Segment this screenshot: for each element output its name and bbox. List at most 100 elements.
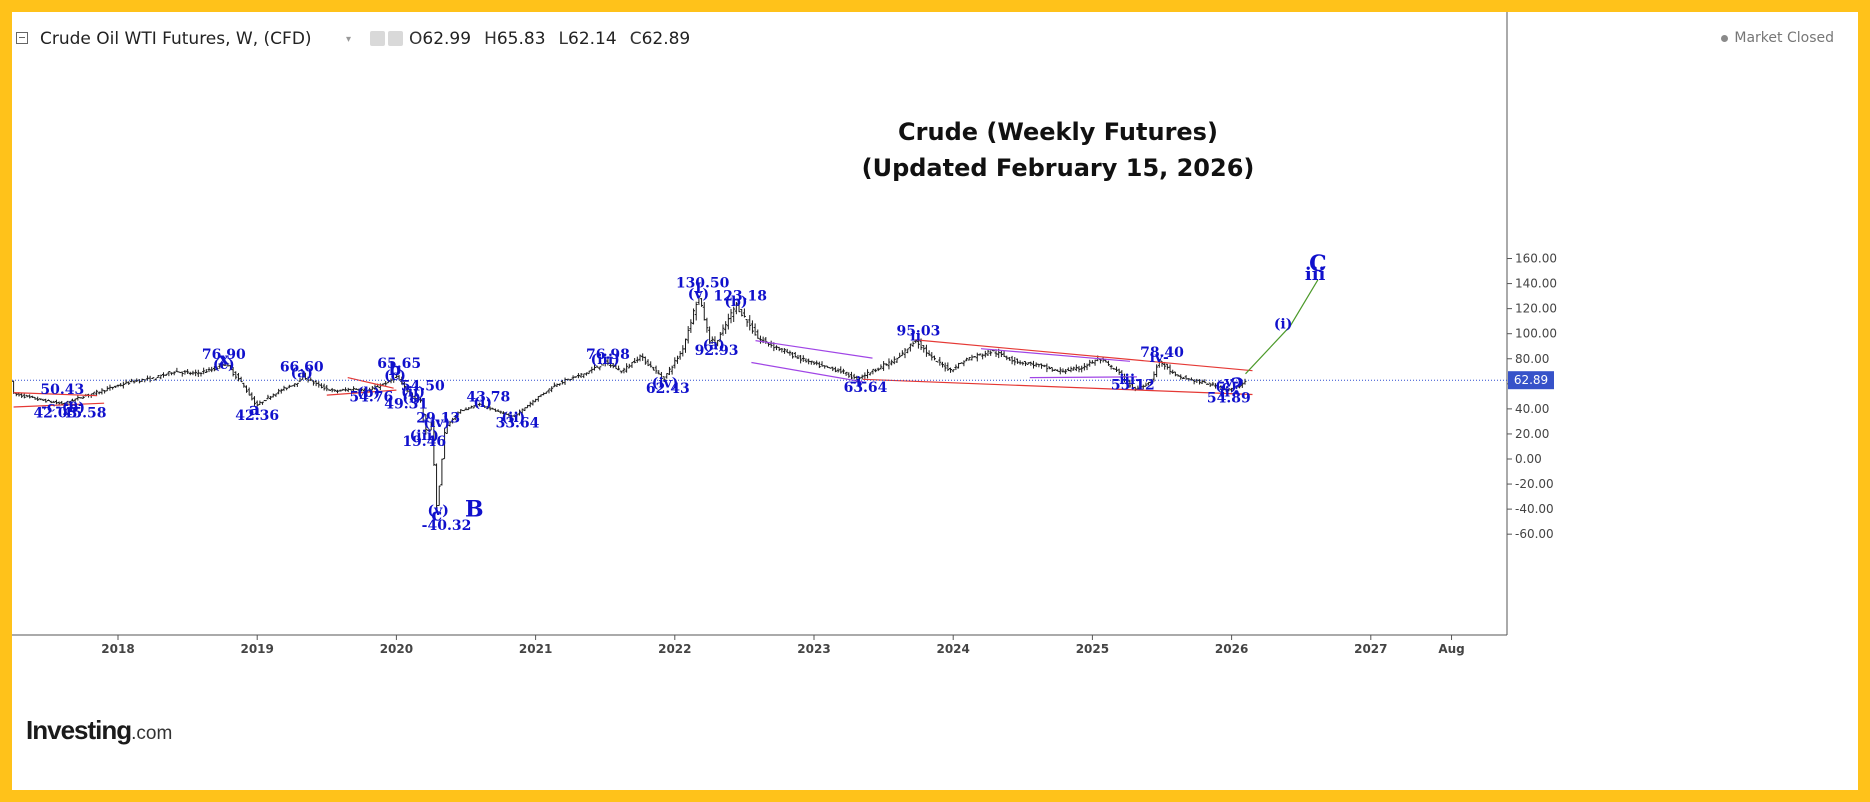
- x-tick-label: 2022: [658, 642, 691, 656]
- x-tick-label: 2027: [1354, 642, 1387, 656]
- symbol-title[interactable]: Crude Oil WTI Futures, W, (CFD): [40, 29, 312, 49]
- wave-label: (v): [427, 503, 448, 519]
- purple-trendline: [755, 340, 873, 359]
- wave-label: 54.76: [349, 389, 393, 405]
- wave-label: ?: [1231, 374, 1244, 400]
- collapse-icon[interactable]: [16, 32, 28, 44]
- wave-label: (ii): [501, 410, 525, 426]
- wave-label: 54.89: [1207, 391, 1251, 407]
- market-status: Market Closed: [1721, 30, 1834, 46]
- wave-label: (b): [725, 294, 748, 310]
- wave-label: 78.40: [1140, 345, 1184, 361]
- wave-label: -c-: [41, 399, 61, 415]
- wave-label: B: [465, 497, 484, 523]
- x-tick-label: Aug: [1438, 642, 1464, 656]
- investing-logo: Investing.com: [26, 715, 172, 746]
- current-price-line: 62.89: [12, 371, 1554, 390]
- wave-label: (a): [291, 366, 313, 382]
- y-tick-label: 160.00: [1515, 252, 1557, 266]
- wave-label: 65.65: [377, 356, 421, 372]
- wave-label: -iii-: [1113, 372, 1141, 388]
- wave-label: 50.43: [40, 382, 84, 398]
- wave-label: 29.13: [416, 411, 460, 427]
- wave-label: I: [695, 281, 702, 297]
- y-tick-label: 80.00: [1515, 352, 1549, 366]
- wave-label: iv-: [1150, 350, 1169, 366]
- x-tick-label: 2020: [380, 642, 413, 656]
- x-tick-label: 2018: [101, 642, 134, 656]
- red-trendline: [13, 402, 105, 408]
- red-trendline: [915, 339, 1253, 372]
- logo-main-text: Investing: [26, 715, 132, 745]
- wave-label: x: [218, 348, 229, 369]
- wave-label: C: [1309, 251, 1327, 277]
- wave-label: 33.64: [496, 416, 540, 432]
- settings-icon[interactable]: [370, 31, 385, 46]
- x-tick-label: 2024: [936, 642, 969, 656]
- ohlc-readout: O62.99 H65.83 L62.14 C62.89: [409, 29, 690, 49]
- low-value: 62.14: [568, 29, 617, 49]
- wave-label: -v-: [1219, 374, 1239, 390]
- close-label: C: [629, 29, 642, 49]
- wave-label: 43.78: [466, 389, 510, 405]
- wave-label: 76.98: [586, 347, 630, 363]
- trendlines: [13, 279, 1319, 408]
- green-trendline: [1245, 279, 1319, 375]
- y-tick-label: 120.00: [1515, 302, 1557, 316]
- wave-label: -i-: [850, 374, 867, 390]
- high-value: 65.83: [496, 29, 546, 49]
- red-trendline: [862, 378, 1253, 396]
- wave-label: 130.50: [676, 275, 730, 291]
- wave-label: c: [431, 504, 442, 525]
- wave-label: 66.60: [280, 359, 324, 375]
- y-tick-label: 20.00: [1515, 427, 1549, 441]
- x-tick-label: 2019: [240, 642, 273, 656]
- wave-label: 63.64: [844, 380, 888, 396]
- chevron-down-icon[interactable]: ▾: [346, 34, 352, 45]
- purple-trendline: [980, 348, 1131, 362]
- wave-label: 123.18: [713, 288, 767, 304]
- wave-label: (c): [1215, 379, 1237, 395]
- wave-label: iii: [1305, 264, 1326, 285]
- wave-label: a: [249, 399, 261, 420]
- red-trendline: [13, 392, 98, 397]
- y-tick-label: -60.00: [1515, 527, 1554, 541]
- wave-label: 62.43: [646, 381, 690, 397]
- x-tick-label: 2023: [797, 642, 830, 656]
- y-tick-label: 100.00: [1515, 327, 1557, 341]
- wave-label: (iii): [591, 352, 620, 368]
- wave-label: (b): [357, 385, 380, 401]
- x-tick-label: 2021: [519, 642, 552, 656]
- gear-icon[interactable]: [388, 31, 403, 46]
- wave-label: (i): [402, 391, 421, 407]
- wave-label: (ii): [401, 384, 425, 400]
- wave-label: 54.50: [401, 379, 445, 395]
- wave-label: 76.90: [202, 347, 246, 363]
- wave-label: (c): [213, 357, 235, 373]
- low-label: L: [558, 29, 569, 49]
- wave-label: 95.03: [896, 324, 940, 340]
- red-trendline: [347, 377, 394, 389]
- axes: 160.00140.00120.00100.0080.0060.0040.002…: [12, 12, 1557, 656]
- wave-label: (i): [1274, 317, 1293, 333]
- wave-label: 55.12: [1111, 377, 1155, 393]
- status-dot-icon: [1721, 34, 1729, 42]
- chart-panel: 160.00140.00120.00100.0080.0060.0040.002…: [12, 12, 1858, 790]
- wave-label: (a): [703, 337, 725, 353]
- wave-label: 45.58: [63, 406, 107, 422]
- chart-svg: 160.00140.00120.00100.0080.0060.0040.002…: [12, 12, 1557, 656]
- y-tick-label: 40.00: [1515, 402, 1549, 416]
- x-tick-label: 2025: [1076, 642, 1109, 656]
- y-tick-label: 140.00: [1515, 277, 1557, 291]
- purple-trendline: [1029, 376, 1137, 379]
- wave-label: (v): [688, 287, 709, 303]
- current-price-tag: [1508, 371, 1554, 390]
- wave-label: 19.46: [402, 434, 446, 450]
- current-price-tag-label: 62.89: [1514, 373, 1548, 387]
- open-label: O: [409, 29, 423, 49]
- wave-label: -40.32: [422, 518, 472, 534]
- wave-label: 42.03: [33, 406, 77, 422]
- wave-label: (i): [473, 395, 492, 411]
- candles: [12, 295, 1247, 510]
- wave-label: ii: [1219, 384, 1230, 400]
